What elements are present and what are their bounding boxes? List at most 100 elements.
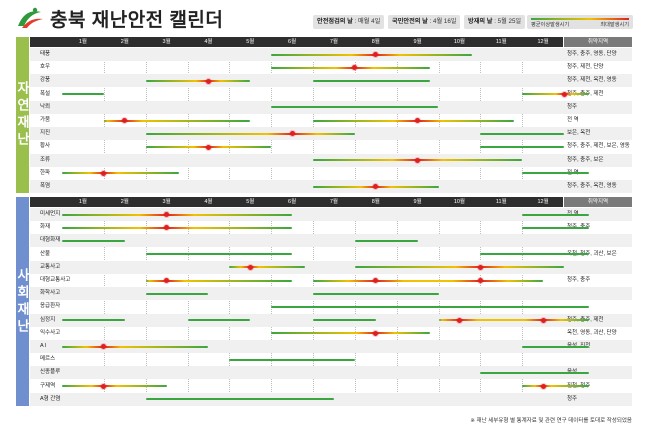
occurrence-bar [229, 358, 355, 361]
legend-peak-label: 최대발생시기 [600, 22, 629, 28]
occurrence-bar [313, 80, 431, 82]
vulnerable-region: 청주, 충주, 보은 [567, 156, 604, 163]
occurrence-bar [522, 385, 590, 388]
info-disaster-prevention-day: 방재의 날 : 5월 25일 [464, 15, 526, 29]
month-label: 5월 [246, 199, 255, 205]
peak-marker [164, 212, 170, 218]
month-label: 7월 [329, 199, 338, 205]
occurrence-bar [62, 240, 125, 242]
month-label: 5월 [246, 39, 255, 45]
region-header: 취약지역 [564, 37, 632, 47]
disaster-name: 지진 [40, 130, 51, 137]
vulnerable-region: 옥천, 영동, 괴산, 단양 [567, 329, 617, 336]
month-label: 6월 [288, 199, 297, 205]
info-safety-check-day: 안전점검의 날 : 매월 4일 [313, 15, 385, 29]
occurrence-bar [480, 253, 590, 256]
disaster-name: 화재 [40, 224, 51, 231]
occurrence-bar [62, 319, 125, 322]
month-label: 11월 [495, 199, 507, 205]
disaster-name: 대형화재 [40, 237, 61, 244]
grid-line [103, 208, 105, 406]
occurrence-bar [480, 146, 564, 148]
disaster-row: 대형교통사고 청주, 충주 [30, 274, 632, 287]
month-label: 9월 [413, 199, 422, 205]
month-label: 1월 [78, 199, 87, 205]
peak-marker [101, 383, 107, 389]
vulnerable-region: 전 역 [567, 117, 579, 123]
peak-marker [164, 225, 170, 231]
peak-marker [289, 131, 295, 137]
page-title: 충북 재난안전 캘린더 [50, 10, 224, 31]
disaster-name: 한파 [40, 169, 51, 176]
disaster-name: 응급환자 [40, 303, 61, 310]
disaster-name: 호우 [40, 64, 51, 71]
disaster-name: A형 간염 [40, 395, 61, 402]
disaster-name: 익수사고 [40, 329, 61, 336]
month-header: 1월 2월 3월 4월 5월 6월 7월 8월 9월 10월 11월 12월 [62, 37, 563, 47]
disaster-row: 메르스 [30, 353, 632, 366]
legend-average-label: 평균이상발생시기 [531, 22, 570, 28]
info-national-safety-day: 국민안전의 날 : 4월 16일 [388, 15, 461, 29]
peak-marker [540, 383, 546, 389]
occurrence-bar [480, 372, 590, 374]
vulnerable-region: 옥천, 청주, 괴산, 보은 [567, 250, 617, 257]
month-label: 2월 [120, 39, 129, 45]
legend-gradient-bar [531, 18, 629, 20]
disaster-row: 응급환자 [30, 300, 632, 313]
disaster-name: 황사 [40, 143, 51, 150]
occurrence-bar [62, 93, 104, 96]
disaster-name: 폭염 [40, 183, 51, 189]
disaster-row: 익수사고 옥천, 영동, 괴산, 단양 [30, 327, 632, 340]
occurrence-bar [271, 332, 431, 335]
occurrence-bar [313, 292, 439, 295]
peak-marker [101, 170, 107, 176]
peak-marker [373, 330, 379, 336]
occurrence-bar [145, 80, 251, 82]
header-filler [30, 37, 62, 47]
occurrence-bar [62, 172, 180, 175]
chungbuk-logo-icon [18, 7, 43, 28]
vulnerable-region: 청주 [567, 103, 578, 110]
occurrence-bar [271, 66, 431, 69]
month-label: 7월 [329, 39, 338, 45]
disaster-name: 조류 [40, 156, 51, 163]
occurrence-bar [271, 106, 439, 109]
peak-marker [352, 65, 358, 71]
occurrence-bar [313, 119, 514, 122]
month-label: 10월 [453, 199, 465, 205]
month-label: 4월 [204, 39, 213, 45]
peak-marker [561, 91, 567, 97]
occurrence-bar [145, 253, 293, 256]
occurrence-bar [438, 319, 590, 322]
disaster-name: A I [40, 343, 47, 349]
grid-line [229, 208, 231, 406]
occurrence-bar [103, 119, 251, 122]
month-label: 1월 [78, 39, 87, 45]
section-label: 사회재난 [15, 197, 30, 406]
disaster-name: 메르스 [40, 356, 56, 363]
month-label: 8월 [371, 39, 380, 45]
peak-marker [205, 144, 211, 150]
disaster-row: 가뭄 전 역 [30, 114, 632, 127]
disaster-name: 화학사고 [40, 290, 61, 297]
peak-marker [477, 278, 483, 284]
disaster-name: 가뭄 [40, 117, 51, 123]
occurrence-bar [480, 132, 564, 135]
disaster-name: 심정지 [40, 316, 56, 323]
peak-marker [205, 78, 211, 84]
peak-marker [540, 317, 546, 323]
vulnerable-region: 청주, 제천, 옥천, 영동 [567, 77, 617, 84]
disaster-row: 호우 청주, 제천, 단양 [30, 61, 632, 74]
header-filler [30, 197, 62, 207]
occurrence-bar [522, 226, 590, 229]
vulnerable-region: 청주, 충주 [567, 277, 591, 283]
occurrence-bar [62, 385, 167, 388]
disaster-name: 미세먼지 [40, 211, 61, 217]
occurrence-bar [354, 240, 418, 242]
region-header: 취약지역 [564, 197, 632, 207]
occurrence-bar [145, 132, 355, 135]
occurrence-bar [313, 279, 544, 282]
peak-marker [164, 278, 170, 284]
occurrence-bar [522, 172, 590, 175]
vulnerable-region: 청주, 충주, 영동, 단양 [567, 51, 617, 57]
